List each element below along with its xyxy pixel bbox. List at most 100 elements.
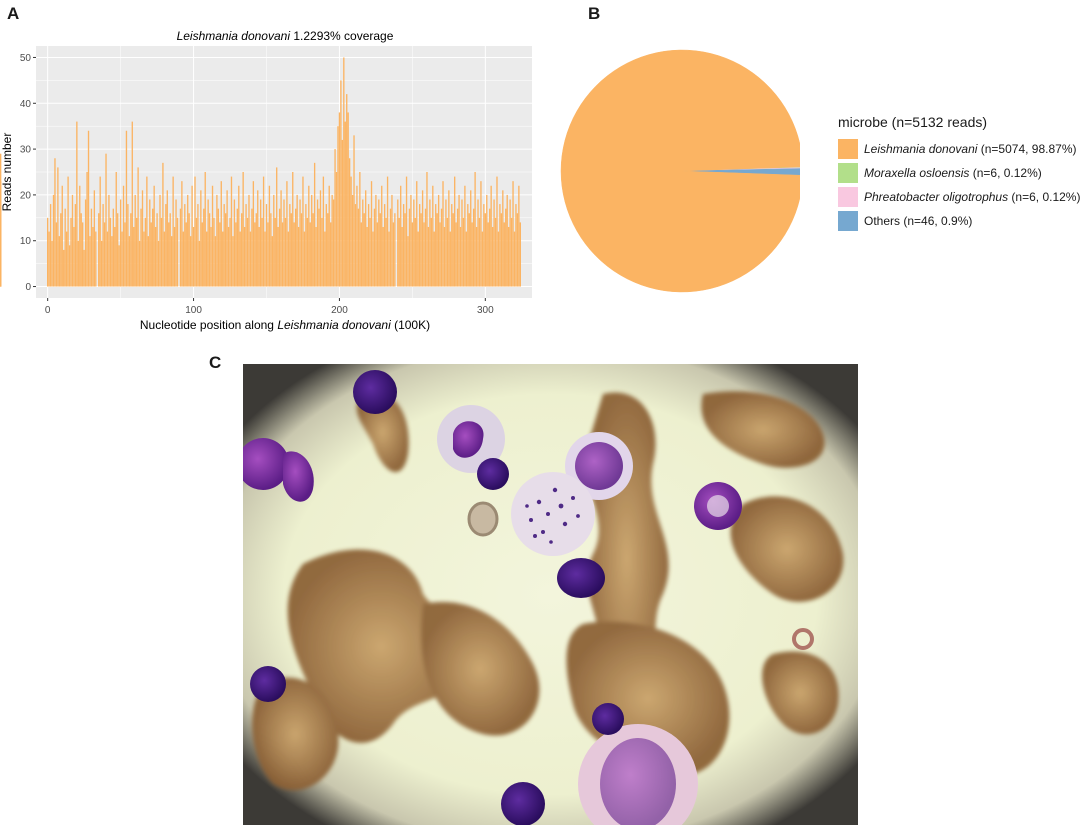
bar: [106, 231, 109, 287]
bar: [299, 199, 301, 287]
bar: [138, 240, 141, 287]
bar: [309, 222, 311, 287]
bar: [117, 213, 119, 287]
bar: [127, 204, 129, 287]
bar: [392, 222, 395, 287]
bar: [222, 231, 224, 287]
bar: [389, 208, 392, 287]
bar: [60, 213, 62, 287]
bar: [168, 222, 170, 287]
bar: [153, 185, 155, 287]
bar: [77, 240, 79, 287]
bar: [346, 94, 348, 287]
bar: [262, 176, 265, 287]
y-tick-label: 10: [20, 236, 32, 247]
bar: [271, 236, 274, 287]
bar: [125, 130, 128, 287]
bar: [258, 226, 260, 287]
bar: [486, 194, 488, 287]
bar: [58, 236, 61, 287]
bar: [383, 204, 386, 287]
bar: [95, 231, 97, 287]
bar: [52, 194, 55, 287]
bar: [108, 194, 110, 287]
bar: [316, 199, 319, 287]
bar: [356, 185, 358, 287]
bar: [173, 226, 176, 287]
bar: [475, 226, 478, 287]
legend-label: Others (n=46, 0.9%): [864, 214, 973, 228]
bar: [516, 213, 519, 287]
bar: [268, 185, 271, 287]
x-tick-label: 300: [477, 305, 494, 316]
bar: [131, 121, 133, 287]
bar: [357, 208, 360, 287]
bar: [121, 231, 123, 287]
bar: [442, 181, 444, 287]
bar: [233, 199, 236, 287]
bar: [493, 199, 495, 287]
y-tick-label: 30: [20, 145, 32, 156]
bar: [170, 236, 173, 287]
bar: [159, 194, 161, 287]
bar: [394, 213, 396, 287]
bar: [264, 231, 266, 287]
bar: [276, 167, 278, 287]
bar: [519, 222, 522, 287]
bar: [427, 226, 430, 287]
pie-slice: [560, 49, 800, 293]
bar: [0, 181, 2, 287]
x-axis-label-suffix: (100K): [391, 318, 430, 332]
bar: [338, 112, 341, 287]
bar: [417, 231, 419, 287]
bar: [407, 236, 409, 287]
legend-label: Phreatobacter oligotrophus (n=6, 0.12%): [864, 190, 1081, 204]
bar: [302, 176, 304, 287]
bar: [124, 222, 126, 287]
bar: [82, 222, 84, 287]
bar: [468, 213, 470, 287]
bar: [105, 153, 107, 287]
bar: [236, 208, 238, 287]
bar: [73, 226, 75, 287]
bar: [261, 217, 263, 287]
bar: [63, 249, 65, 287]
bar: [185, 222, 187, 287]
bar: [513, 231, 516, 287]
bar: [267, 222, 269, 287]
bar: [391, 194, 393, 287]
bar: [440, 208, 443, 287]
bar: [461, 199, 463, 287]
bar: [292, 172, 294, 287]
bar: [179, 208, 182, 287]
bar: [246, 217, 249, 287]
bar: [49, 204, 52, 287]
bar: [68, 245, 71, 287]
bar: [350, 176, 352, 287]
bar: [386, 176, 389, 287]
bar: [382, 226, 384, 287]
bar: [119, 199, 122, 287]
bar: [443, 226, 446, 287]
panel-label-c: C: [209, 353, 222, 372]
bar: [459, 226, 462, 287]
bar: [83, 249, 85, 287]
bar: [354, 204, 357, 287]
bar: [451, 204, 453, 287]
bar: [156, 213, 158, 287]
bar: [229, 217, 231, 287]
bar: [46, 217, 49, 287]
bar: [313, 162, 316, 287]
bar: [477, 199, 479, 287]
bar: [207, 199, 209, 287]
bar: [238, 185, 240, 287]
bar: [400, 185, 402, 287]
bar: [311, 194, 313, 287]
bar: [92, 226, 94, 287]
bar: [481, 231, 484, 287]
bar: [429, 199, 431, 287]
bar: [398, 217, 400, 287]
bar: [472, 208, 475, 287]
bar: [416, 181, 418, 287]
bar: [115, 172, 117, 287]
